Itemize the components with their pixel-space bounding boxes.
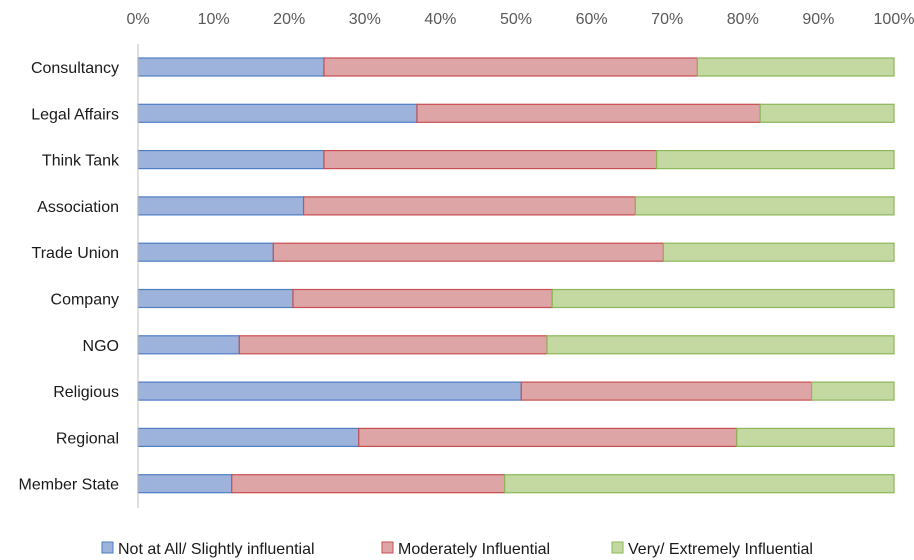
legend-swatch [611, 541, 624, 554]
bar-segment [696, 57, 895, 77]
x-tick-label: 30% [349, 11, 381, 28]
legend-label: Very/ Extremely Influential [628, 541, 813, 558]
category-label: Regional [56, 430, 119, 447]
bar-segment [137, 242, 274, 262]
category-labels: Consultancy Legal Affairs Think Tank Associ… [19, 60, 120, 494]
bar-segment [546, 335, 895, 355]
bar-segment [656, 150, 895, 170]
category-label: NGO [83, 338, 119, 355]
bar-segment [137, 427, 360, 447]
bar-segment [231, 474, 506, 494]
bar-segment [272, 242, 665, 262]
legend-swatch [101, 541, 114, 554]
category-label: Think Tank [42, 153, 120, 170]
category-label: Association [37, 199, 119, 216]
legend-swatch [381, 541, 394, 554]
bar-segment [323, 150, 658, 170]
legend: Not at All/ Slightly influential Moderate… [101, 541, 813, 558]
bar-segment [137, 381, 522, 401]
bar-segment [137, 288, 294, 309]
bar-segment [504, 474, 895, 494]
bar-segment [137, 335, 240, 355]
category-label: Trade Union [32, 245, 119, 262]
bar-segment [137, 150, 325, 170]
x-tick-label: 10% [198, 11, 230, 28]
x-axis-ticks: 0% 10% 20% 30% 40% 50% 60% 70% 80% 90% 100% [126, 11, 914, 28]
bar-segment [137, 57, 325, 77]
bar-segment [137, 474, 233, 494]
bar-segment [736, 427, 895, 447]
bar-segment [137, 196, 305, 216]
bar-segment [551, 288, 895, 309]
bar-segment [416, 103, 761, 123]
bar-segment [137, 103, 418, 123]
x-tick-label: 100% [874, 11, 914, 28]
x-tick-label: 90% [802, 11, 834, 28]
x-tick-label: 0% [126, 11, 149, 28]
x-tick-label: 20% [273, 11, 305, 28]
x-tick-label: 80% [727, 11, 759, 28]
bar-segment [238, 335, 548, 355]
x-tick-label: 50% [500, 11, 532, 28]
category-label: Member State [19, 477, 120, 494]
category-label: Consultancy [31, 60, 119, 77]
bar-segment [302, 196, 637, 216]
bar-segment [634, 196, 895, 216]
category-label: Legal Affairs [31, 106, 119, 123]
bar-segment [759, 103, 895, 123]
bar-segment [810, 381, 895, 401]
bars-area [137, 44, 895, 508]
bar-segment [520, 381, 813, 401]
bar-segment [292, 288, 553, 309]
bar-segment [358, 427, 738, 447]
bar-segment [323, 57, 699, 77]
legend-label: Not at All/ Slightly influential [118, 541, 315, 558]
x-tick-label: 60% [576, 11, 608, 28]
category-label: Religious [53, 384, 119, 401]
x-tick-label: 40% [424, 11, 456, 28]
category-label: Company [51, 292, 119, 309]
x-tick-label: 70% [651, 11, 683, 28]
bar-segment [662, 242, 895, 262]
legend-label: Moderately Influential [398, 541, 550, 558]
